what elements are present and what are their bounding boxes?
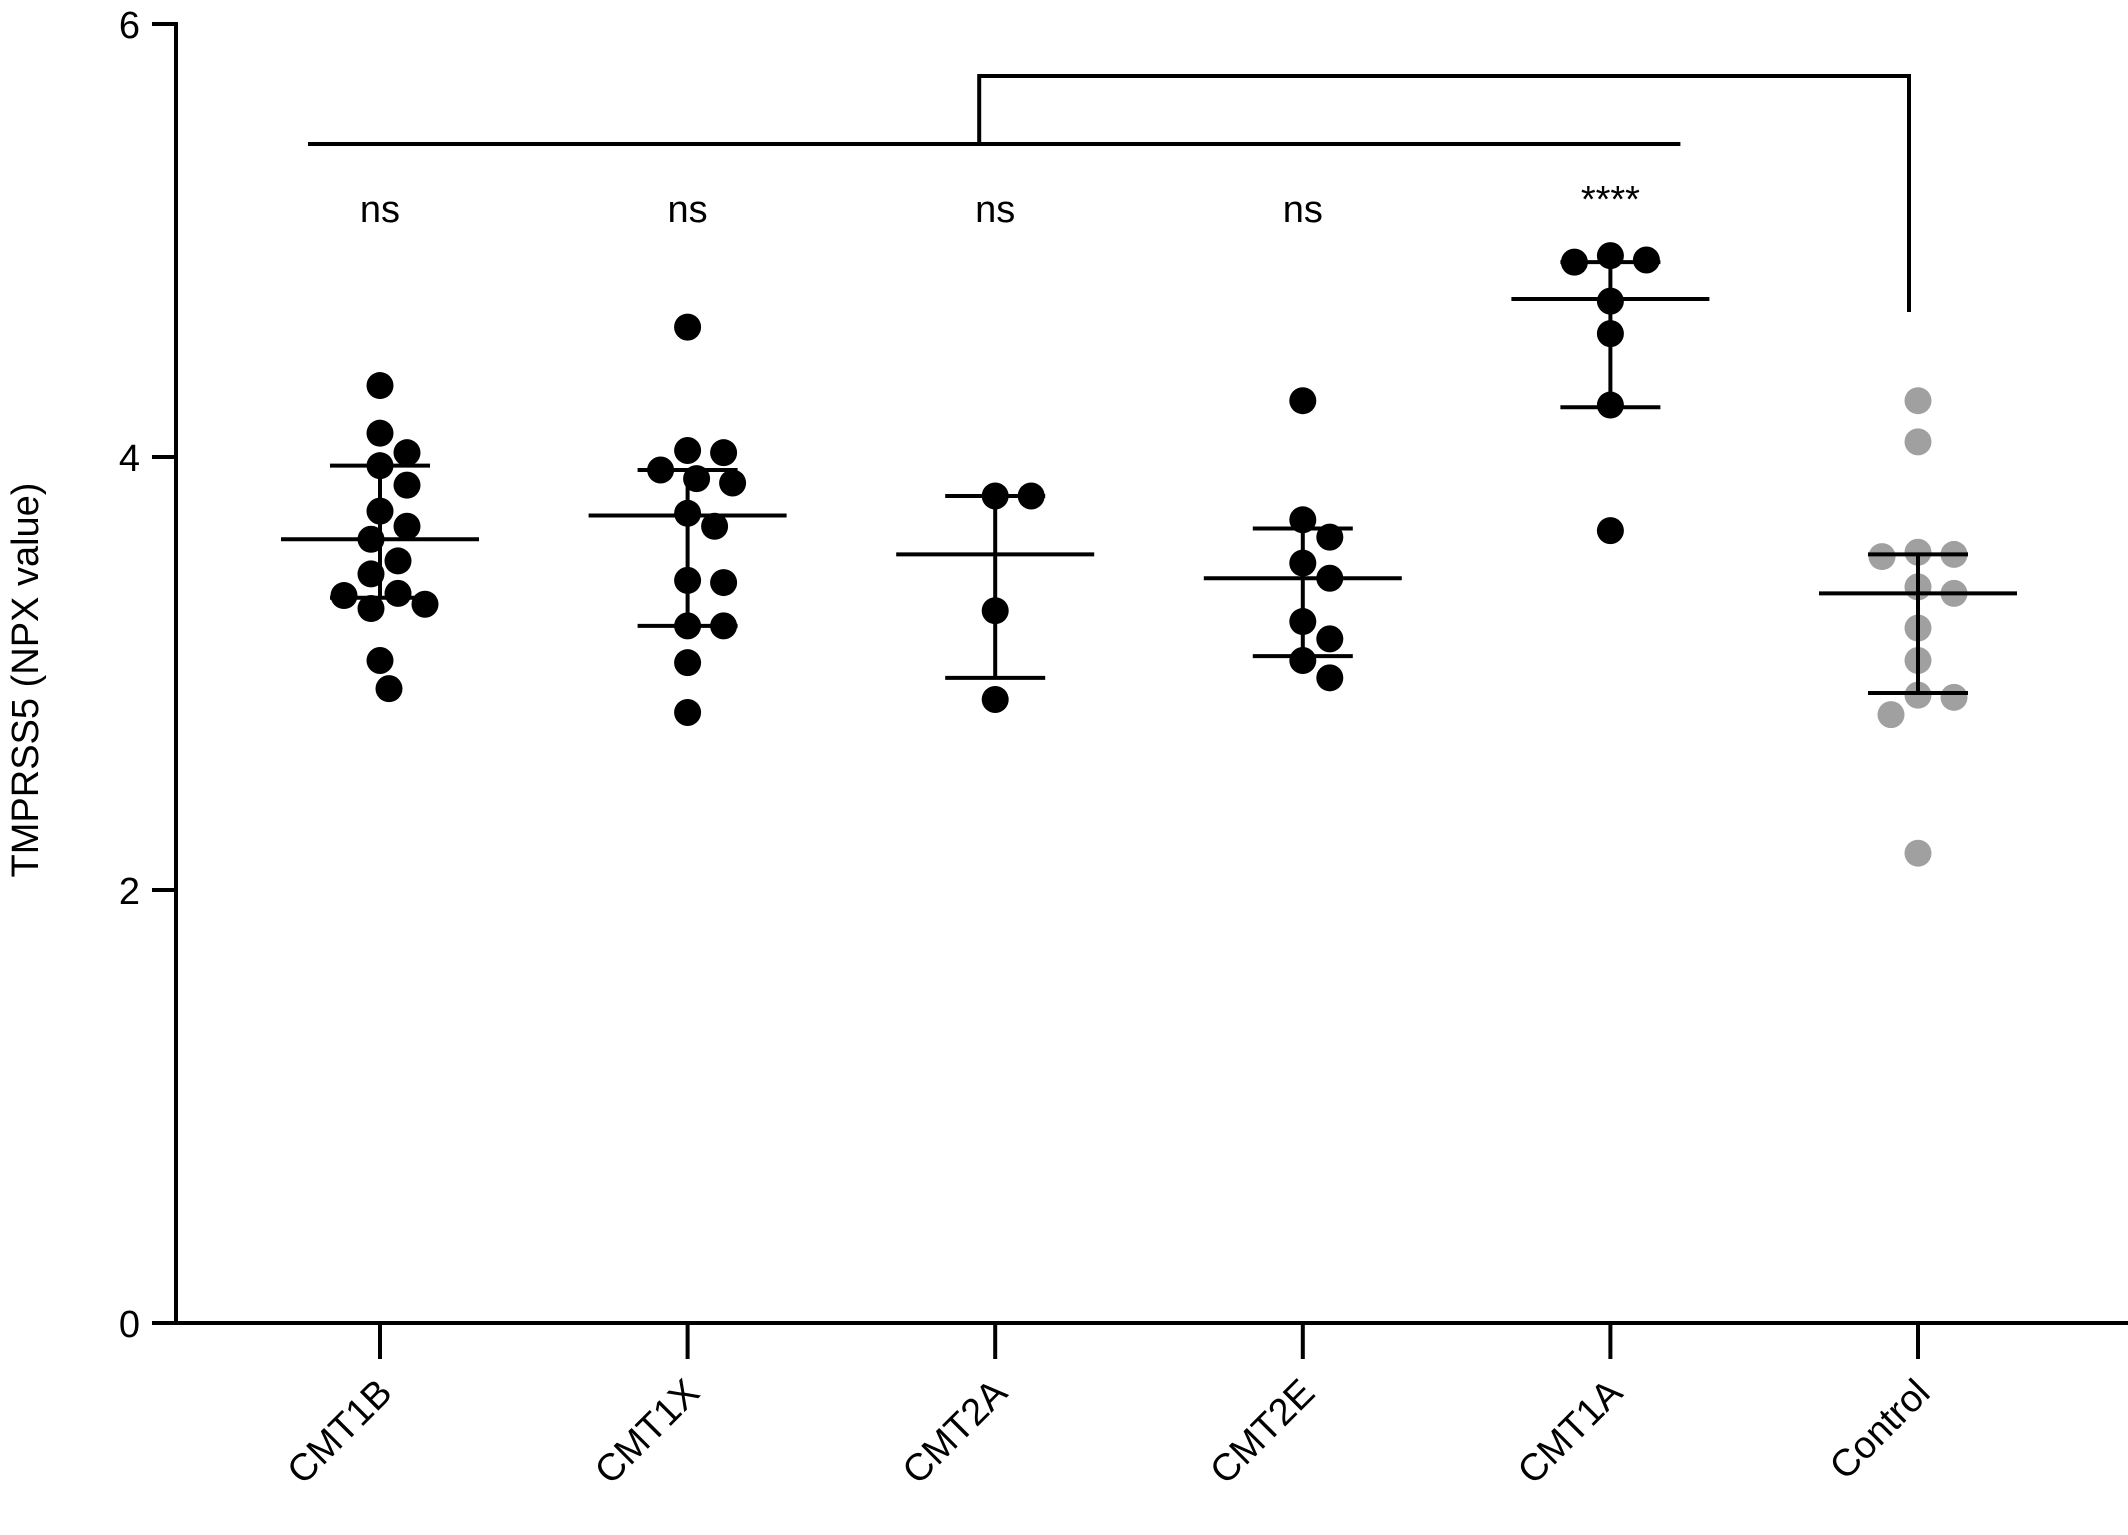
data-point	[1868, 543, 1896, 571]
data-point	[674, 313, 702, 341]
data-point	[674, 698, 702, 726]
data-point	[366, 372, 394, 400]
data-point	[393, 439, 421, 467]
data-point	[710, 569, 738, 597]
y-tick-label: 0	[119, 1304, 140, 1346]
data-point	[330, 582, 358, 610]
data-point	[1632, 246, 1660, 274]
data-point	[393, 471, 421, 499]
y-axis-label: TMPRSS5 (NPX value)	[5, 483, 47, 878]
data-point	[710, 439, 738, 467]
data-point	[357, 595, 385, 623]
x-tick-label: CMT1B	[280, 1372, 401, 1493]
data-point	[411, 590, 439, 618]
significance-label: ns	[668, 189, 708, 231]
data-point	[981, 685, 1009, 713]
data-point	[384, 547, 412, 575]
data-point	[1316, 664, 1344, 692]
data-point	[375, 675, 403, 703]
data-point	[366, 647, 394, 675]
data-point	[384, 579, 412, 607]
data-point	[1904, 428, 1932, 456]
data-point	[1289, 647, 1317, 675]
x-tick-label: Control	[1822, 1372, 1938, 1488]
data-point	[674, 649, 702, 677]
significance-label: ****	[1581, 179, 1640, 221]
data-point	[393, 512, 421, 540]
comparison-bracket	[308, 74, 1911, 312]
data-point	[1904, 387, 1932, 415]
significance-label: ns	[975, 189, 1015, 231]
x-tick-label: CMT2E	[1202, 1372, 1323, 1493]
significance-label: ns	[1283, 189, 1323, 231]
data-point	[701, 512, 729, 540]
x-tick-label: CMT2A	[895, 1371, 1016, 1492]
data-point	[1940, 683, 1968, 711]
data-point	[1877, 701, 1905, 729]
data-point	[1596, 517, 1624, 545]
data-point	[1904, 538, 1932, 566]
data-point	[1904, 681, 1932, 709]
y-tick-label: 6	[119, 5, 140, 47]
data-point	[1316, 625, 1344, 653]
y-tick-label: 2	[119, 871, 140, 913]
significance-label: ns	[360, 189, 400, 231]
data-point	[1289, 387, 1317, 415]
data-point	[357, 560, 385, 588]
y-tick-label: 4	[119, 438, 140, 480]
x-tick-label: CMT1X	[587, 1372, 708, 1493]
data-point	[719, 469, 747, 497]
data-point	[674, 437, 702, 465]
x-tick-label: CMT1A	[1510, 1371, 1631, 1492]
data-point	[1904, 839, 1932, 867]
data-point	[366, 419, 394, 447]
